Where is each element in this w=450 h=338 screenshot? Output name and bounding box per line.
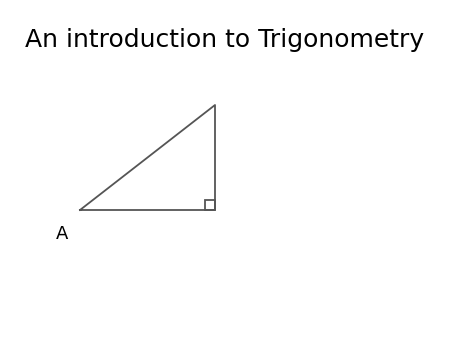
Bar [205, 200, 215, 210]
Text: A: A [56, 225, 68, 243]
Text: An introduction to Trigonometry: An introduction to Trigonometry [26, 28, 424, 52]
